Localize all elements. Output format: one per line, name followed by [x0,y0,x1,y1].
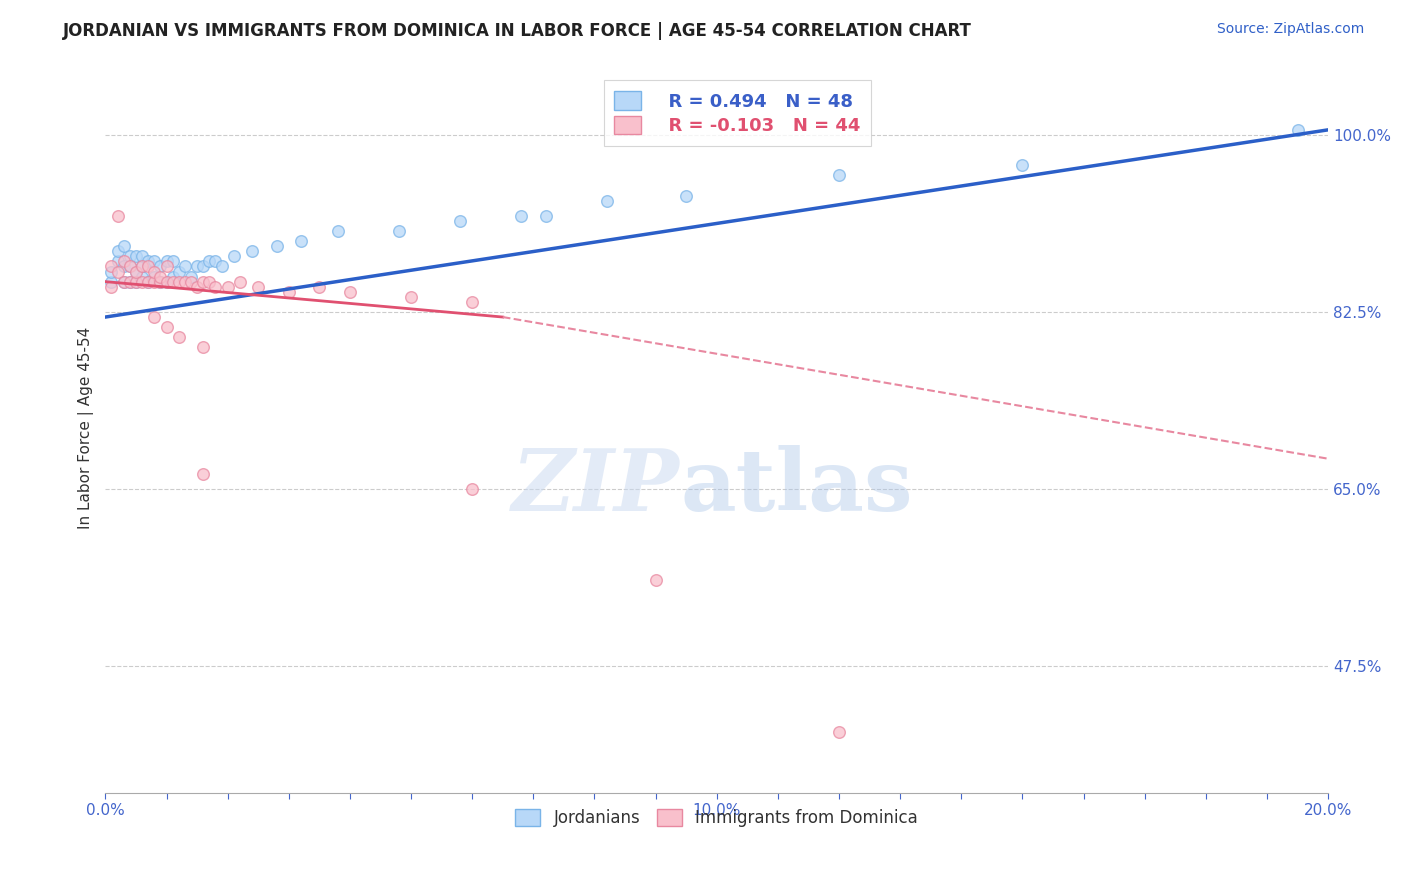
Point [100,275,122,289]
Point [112,260,135,274]
Point [100,279,122,293]
Point [107,264,129,278]
Point [1286,123,1309,137]
Text: JORDANIAN VS IMMIGRANTS FROM DOMINICA IN LABOR FORCE | AGE 45-54 CORRELATION CHA: JORDANIAN VS IMMIGRANTS FROM DOMINICA IN… [63,22,972,40]
Point [326,224,349,238]
Point [136,275,159,289]
Point [229,275,252,289]
Point [193,260,215,274]
Point [155,320,177,334]
Point [149,275,172,289]
Point [449,214,471,228]
Point [388,224,411,238]
Point [266,239,288,253]
Point [107,254,129,268]
Point [277,285,299,299]
Text: ZIP: ZIP [512,445,681,528]
Point [131,260,153,274]
Point [118,260,141,274]
Point [136,260,159,274]
Point [131,249,153,263]
Text: atlas: atlas [681,444,912,529]
Point [193,340,215,354]
Point [155,254,177,268]
Point [131,260,153,274]
Point [173,260,195,274]
Point [461,482,484,496]
Point [186,260,208,274]
Point [193,467,215,481]
Legend: Jordanians, Immigrants from Dominica: Jordanians, Immigrants from Dominica [508,800,927,835]
Point [118,275,141,289]
Point [204,254,226,268]
Point [211,260,233,274]
Point [143,275,166,289]
Point [222,249,245,263]
Point [217,279,239,293]
Point [149,269,172,284]
Point [162,254,184,268]
Point [180,269,202,284]
Point [118,275,141,289]
Point [125,264,148,278]
Point [167,264,190,278]
Point [247,279,270,293]
Point [112,275,135,289]
Point [149,260,172,274]
Point [534,209,557,223]
Point [162,269,184,284]
Point [167,275,190,289]
Point [118,260,141,274]
Point [125,275,148,289]
Point [112,254,135,268]
Point [155,275,177,289]
Point [180,275,202,289]
Point [204,279,226,293]
Point [828,169,851,183]
Point [162,275,184,289]
Point [107,209,129,223]
Point [107,244,129,259]
Point [125,264,148,278]
Point [143,310,166,324]
Point [828,725,851,739]
Point [155,275,177,289]
Point [510,209,533,223]
Point [118,249,141,263]
Point [596,194,619,208]
Point [167,330,190,344]
Point [125,249,148,263]
Point [112,275,135,289]
Point [240,244,263,259]
Point [143,269,166,284]
Point [1011,158,1033,172]
Point [173,275,195,289]
Point [131,269,153,284]
Point [399,290,422,304]
Point [136,254,159,268]
Point [143,254,166,268]
Point [186,279,208,293]
Point [149,275,172,289]
Point [644,573,666,587]
Point [290,234,312,248]
Point [198,254,221,268]
Point [100,264,122,278]
Point [339,285,361,299]
Point [193,275,215,289]
Point [125,275,148,289]
Point [136,275,159,289]
Point [461,294,484,309]
Point [198,275,221,289]
Point [143,264,166,278]
Point [675,188,697,202]
Point [112,239,135,253]
Point [131,275,153,289]
Y-axis label: In Labor Force | Age 45-54: In Labor Force | Age 45-54 [79,327,94,530]
Point [155,260,177,274]
Text: Source: ZipAtlas.com: Source: ZipAtlas.com [1216,22,1364,37]
Point [100,260,122,274]
Point [308,279,330,293]
